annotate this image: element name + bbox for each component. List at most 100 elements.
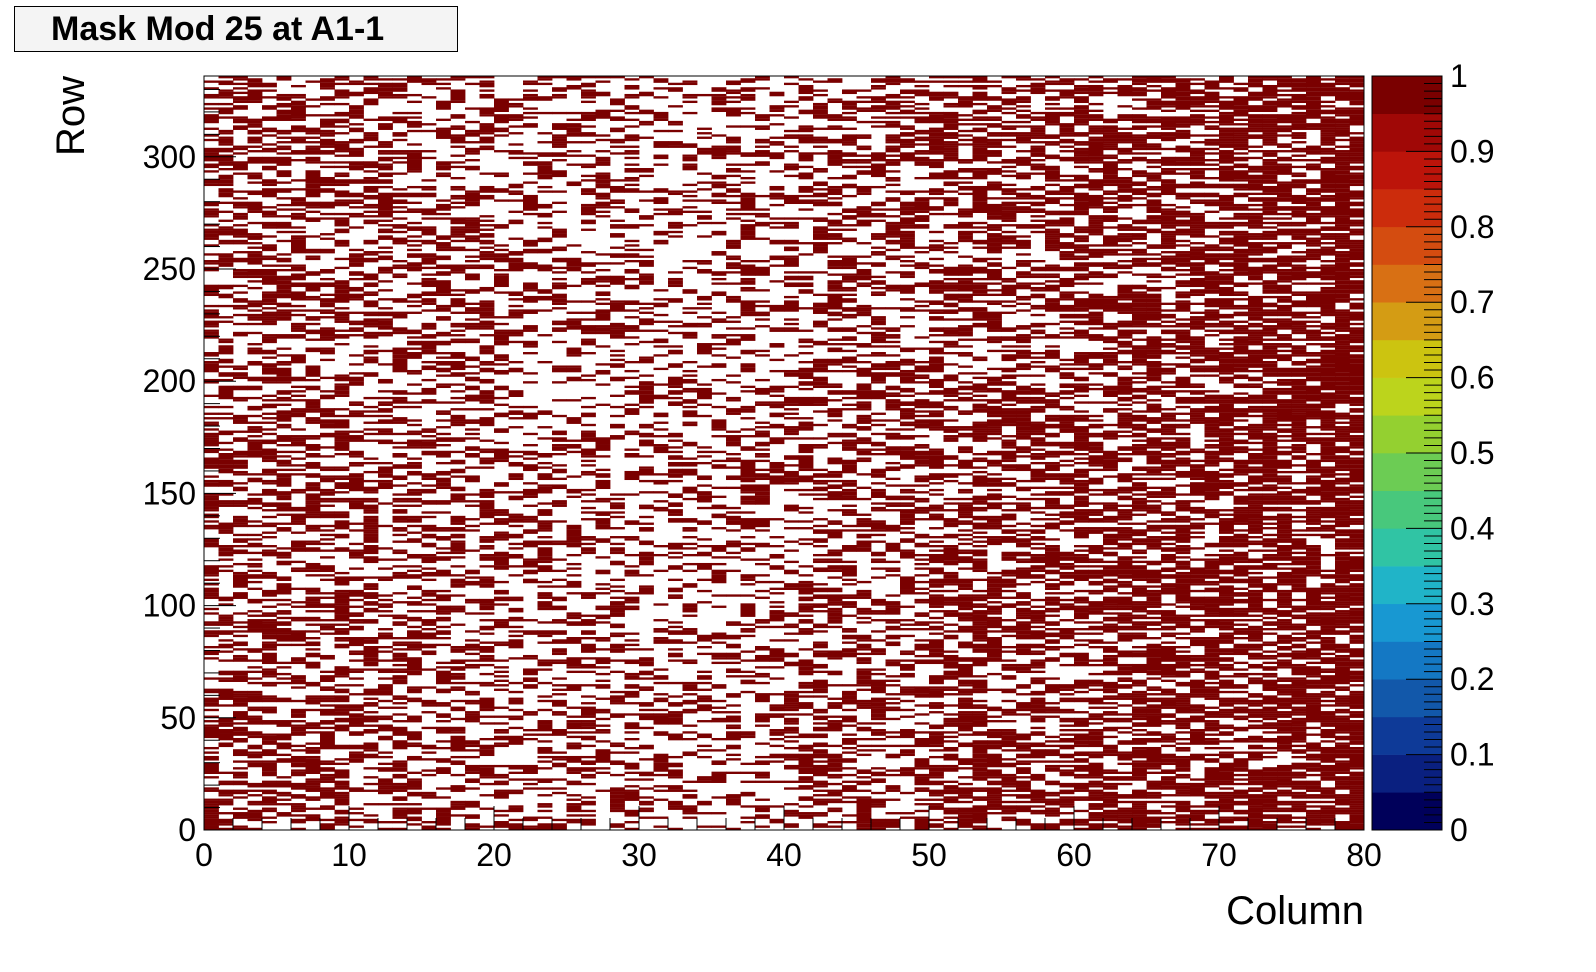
masked-cell	[363, 753, 379, 757]
masked-cell	[291, 159, 306, 162]
masked-cell	[566, 574, 582, 577]
masked-cell	[885, 567, 901, 570]
masked-cell	[479, 509, 495, 512]
masked-cell	[378, 637, 393, 640]
masked-cell	[233, 470, 248, 474]
masked-cell	[465, 663, 480, 667]
masked-cell	[755, 491, 770, 494]
masked-cell	[784, 374, 799, 377]
masked-cell	[291, 412, 306, 418]
masked-cell	[537, 547, 553, 557]
masked-cell	[798, 695, 814, 698]
masked-cell	[233, 125, 248, 130]
masked-cell	[755, 300, 770, 303]
masked-cell	[204, 818, 219, 826]
masked-cell	[479, 782, 495, 786]
masked-cell	[233, 224, 248, 227]
masked-cell	[421, 769, 437, 772]
masked-cell	[218, 553, 234, 557]
masked-cell	[465, 266, 480, 270]
masked-cell	[291, 129, 306, 133]
masked-cell	[856, 185, 872, 193]
masked-cell	[204, 360, 219, 364]
masked-cell	[218, 255, 234, 258]
masked-cell	[726, 643, 741, 647]
masked-cell	[769, 105, 785, 108]
masked-cell	[349, 127, 364, 133]
masked-cell	[479, 500, 495, 503]
masked-cell	[320, 181, 335, 184]
masked-cell	[711, 720, 727, 723]
masked-cell	[450, 594, 466, 597]
masked-cell	[639, 432, 654, 436]
masked-cell	[204, 230, 219, 234]
masked-cell	[726, 623, 741, 626]
masked-cell	[798, 329, 814, 332]
masked-cell	[233, 749, 248, 752]
masked-cell	[552, 143, 567, 146]
masked-cell	[856, 589, 872, 593]
masked-cell	[494, 619, 509, 622]
masked-cell	[537, 695, 553, 698]
masked-cell	[784, 194, 799, 205]
masked-cell	[247, 681, 263, 685]
masked-cell	[827, 531, 843, 539]
masked-cell	[378, 143, 393, 146]
masked-cell	[537, 565, 553, 573]
masked-cell	[204, 708, 219, 712]
masked-cell	[407, 336, 422, 339]
masked-cell	[885, 136, 901, 139]
masked-cell	[668, 320, 683, 323]
masked-cell	[842, 111, 857, 115]
masked-cell	[668, 192, 683, 196]
masked-cell	[581, 726, 596, 730]
masked-cell	[291, 291, 306, 301]
masked-cell	[740, 181, 756, 184]
masked-cell	[320, 677, 335, 682]
masked-cell	[204, 592, 219, 595]
masked-cell	[305, 616, 321, 620]
masked-cell	[450, 340, 466, 344]
masked-cell	[595, 657, 611, 665]
masked-cell	[682, 194, 698, 198]
masked-cell	[552, 677, 567, 680]
masked-cell	[827, 479, 843, 483]
masked-cell	[769, 226, 785, 229]
masked-cell	[218, 316, 234, 319]
masked-cell	[392, 497, 408, 501]
masked-cell	[523, 827, 538, 831]
masked-cell	[276, 109, 292, 115]
masked-cell	[276, 776, 292, 779]
masked-cell	[465, 711, 480, 714]
masked-cell	[334, 816, 350, 819]
masked-cell	[682, 805, 698, 808]
masked-cell	[885, 340, 901, 344]
masked-cell	[450, 437, 466, 440]
masked-cell	[262, 150, 277, 153]
masked-cell	[204, 724, 219, 727]
masked-cell	[305, 473, 321, 478]
masked-cell	[479, 215, 495, 218]
masked-cell	[639, 224, 654, 227]
masked-cell	[624, 244, 640, 247]
masked-cell	[668, 105, 683, 108]
masked-cell	[871, 778, 886, 783]
masked-cell	[378, 729, 393, 732]
masked-cell	[827, 150, 843, 155]
masked-cell	[581, 632, 596, 635]
masked-cell	[624, 821, 640, 824]
masked-cell	[827, 773, 843, 777]
masked-cell	[624, 96, 640, 99]
masked-cell	[247, 221, 263, 225]
masked-cell	[247, 628, 263, 633]
masked-cell	[479, 80, 495, 83]
masked-cell	[566, 755, 582, 763]
masked-cell	[218, 789, 234, 795]
masked-cell	[610, 354, 625, 357]
masked-cell	[392, 520, 408, 523]
masked-cell	[566, 767, 582, 770]
masked-cell	[436, 760, 451, 763]
masked-cell	[334, 576, 350, 582]
masked-cell	[421, 277, 437, 281]
masked-cell	[262, 623, 277, 629]
